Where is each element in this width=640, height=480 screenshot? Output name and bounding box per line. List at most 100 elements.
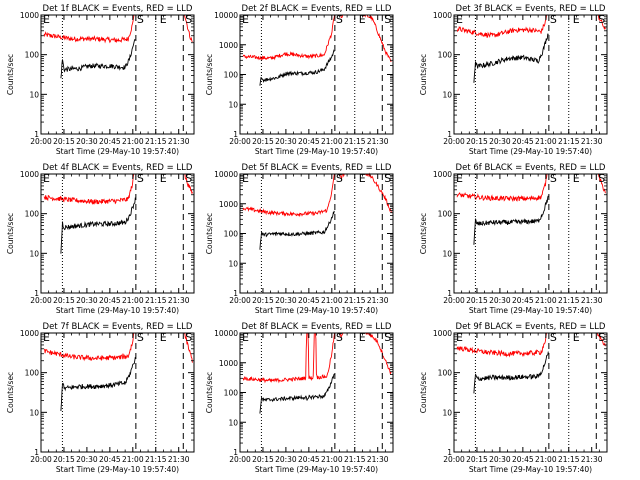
marker-label: E (43, 13, 50, 26)
marker-label: E (160, 172, 167, 185)
plot-frame (453, 14, 608, 135)
x-axis-title: Start Time (29-May-10 19:57:40) (56, 147, 179, 156)
panel-title: Det 1f BLACK = Events, RED = LLD (43, 4, 193, 14)
series-line-lld (44, 332, 193, 363)
x-tick-label: 21:00 (535, 296, 557, 305)
x-tick-label: 21:00 (321, 137, 343, 146)
x-tick-label: 21:30 (168, 137, 190, 146)
y-tick-label: 10 (442, 408, 452, 417)
x-axis-title: Start Time (29-May-10 19:57:40) (255, 147, 378, 156)
y-tick-label: 1 (447, 289, 452, 298)
x-tick-label: 20:30 (275, 296, 297, 305)
series-line-events (60, 197, 136, 254)
y-tick-label: 1 (233, 130, 238, 139)
marker-label: E (242, 13, 249, 26)
x-axis-title: Start Time (29-May-10 19:57:40) (56, 306, 179, 315)
marker-label: S (336, 172, 343, 185)
y-axis-title: Counts/sec (419, 372, 428, 413)
marker-label: S (336, 331, 343, 344)
series-line-events (60, 357, 136, 412)
y-axis-title: Counts/sec (205, 54, 214, 95)
panel-title: Det 8f BLACK = Events, RED = LLD (242, 322, 392, 332)
x-tick-label: 21:30 (367, 137, 389, 146)
y-tick-label: 1000 (20, 11, 39, 20)
y-tick-label: 100 (25, 369, 40, 378)
series-line-events (259, 49, 335, 86)
series-line-lld (43, 14, 193, 44)
marker-label: S (137, 13, 144, 26)
marker-label: S (598, 13, 605, 26)
x-tick-label: 21:15 (145, 137, 167, 146)
x-tick-label: 21:00 (321, 296, 343, 305)
x-tick-label: 21:15 (145, 455, 167, 464)
y-tick-label: 1000 (219, 200, 238, 209)
x-tick-label: 21:00 (122, 296, 144, 305)
marker-label: E (359, 172, 366, 185)
series-line-lld (456, 173, 606, 203)
panel-title: Det 5f BLACK = Events, RED = LLD (242, 163, 392, 173)
y-axis-title: Counts/sec (205, 213, 214, 254)
y-tick-label: 100 (25, 210, 40, 219)
series-line-lld (242, 332, 392, 384)
marker-label: S (185, 331, 192, 344)
marker-label: E (359, 13, 366, 26)
x-tick-label: 20:45 (99, 137, 121, 146)
x-tick-label: 20:15 (466, 296, 488, 305)
series-line-events (60, 38, 136, 79)
x-axis-title: Start Time (29-May-10 19:57:40) (255, 465, 378, 474)
x-tick-label: 21:15 (344, 137, 366, 146)
y-tick-label: 1000 (20, 329, 39, 338)
panel-title: Det 6f BLACK = Events, RED = LLD (456, 163, 606, 173)
y-tick-label: 1000 (433, 329, 452, 338)
y-tick-label: 100 (438, 369, 453, 378)
y-tick-label: 1 (447, 130, 452, 139)
plot-frame (239, 14, 394, 135)
marker-label: S (384, 13, 391, 26)
x-tick-label: 21:30 (168, 296, 190, 305)
x-tick-label: 21:00 (122, 455, 144, 464)
marker-label: S (384, 331, 391, 344)
x-tick-label: 20:45 (298, 455, 320, 464)
y-tick-label: 1 (447, 448, 452, 457)
marker-label: S (185, 172, 192, 185)
x-tick-label: 20:30 (489, 137, 511, 146)
series-line-events (473, 195, 549, 245)
x-tick-label: 20:45 (512, 137, 534, 146)
panel-title: Det 2f BLACK = Events, RED = LLD (242, 4, 392, 14)
y-tick-label: 100 (438, 51, 453, 60)
marker-label: E (456, 331, 463, 344)
y-tick-label: 10 (442, 90, 452, 99)
plot-frame (40, 332, 195, 453)
marker-label: S (137, 331, 144, 344)
y-axis-title: Counts/sec (6, 213, 15, 254)
x-tick-label: 20:30 (76, 137, 98, 146)
x-axis-title: Start Time (29-May-10 19:57:40) (469, 465, 592, 474)
y-tick-label: 1000 (219, 41, 238, 50)
panel-title: Det 7f BLACK = Events, RED = LLD (43, 322, 193, 332)
marker-label: S (550, 331, 557, 344)
x-tick-label: 21:15 (558, 137, 580, 146)
x-tick-label: 20:00 (30, 455, 52, 464)
y-axis-title: Counts/sec (419, 54, 428, 95)
plot-frame (40, 14, 195, 135)
y-tick-label: 1 (233, 448, 238, 457)
series-line-lld (242, 14, 392, 63)
marker-label: E (160, 13, 167, 26)
marker-label: S (598, 331, 605, 344)
marker-label: E (43, 331, 50, 344)
x-tick-label: 20:15 (252, 455, 274, 464)
marker-label: E (456, 13, 463, 26)
x-tick-label: 21:15 (558, 455, 580, 464)
x-tick-label: 20:00 (443, 296, 465, 305)
y-tick-label: 1000 (20, 170, 39, 179)
x-tick-label: 20:30 (76, 296, 98, 305)
y-axis-title: Counts/sec (205, 372, 214, 413)
x-tick-label: 21:30 (367, 296, 389, 305)
